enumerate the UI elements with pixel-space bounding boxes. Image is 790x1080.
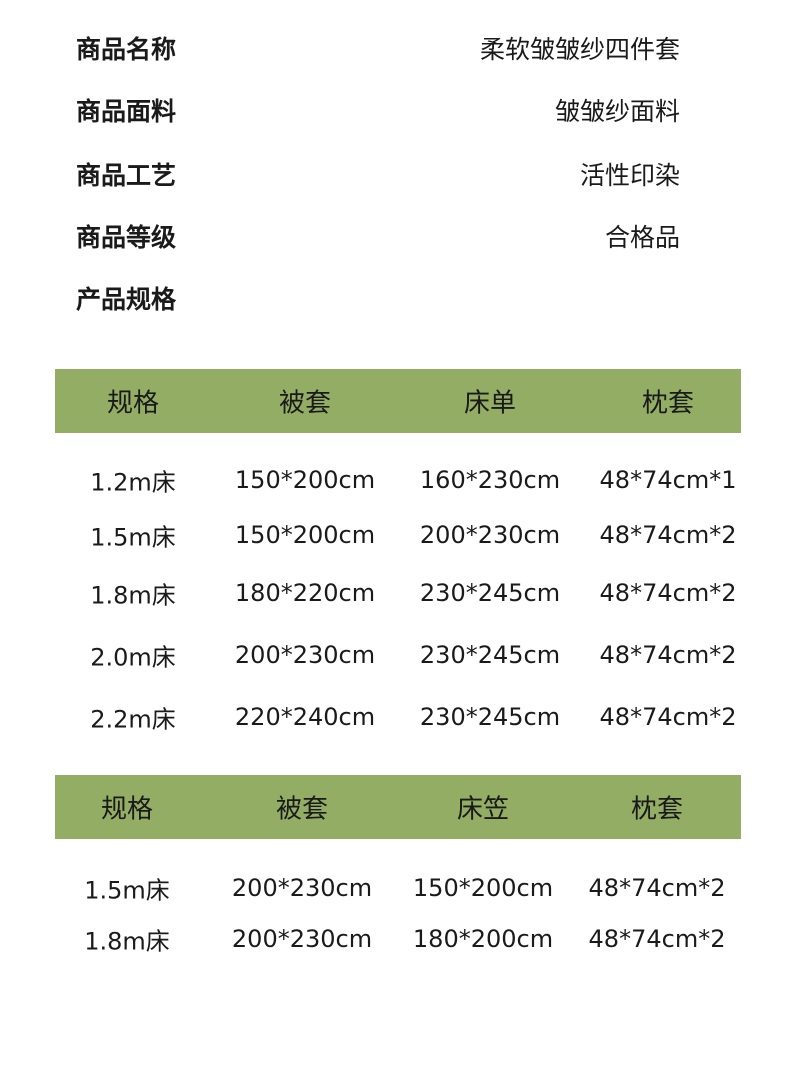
table1-cell: 1.2m床 [90, 468, 176, 497]
table1-cell: 230*245cm [419, 703, 561, 731]
table2-cell: 1.5m床 [84, 876, 170, 905]
table1-cell: 160*230cm [419, 466, 561, 494]
info-value: 柔软皱皱纱四件套 [479, 35, 680, 64]
table2-header-cell: 枕套 [630, 794, 684, 825]
table2-cell: 1.8m床 [84, 927, 170, 956]
table1-cell: 150*200cm [234, 466, 376, 494]
table1-cell: 1.8m床 [90, 581, 176, 610]
table1-header-cell: 规格 [106, 388, 160, 419]
table1-cell: 220*240cm [234, 703, 376, 731]
table2-header-cell: 规格 [100, 794, 154, 825]
table1-cell: 1.5m床 [90, 523, 176, 552]
table1-cell: 48*74cm*1 [599, 466, 737, 494]
table1-cell: 200*230cm [234, 641, 376, 669]
table1-cell: 180*220cm [234, 579, 376, 607]
table1-cell: 200*230cm [419, 521, 561, 549]
table2-cell: 180*200cm [412, 925, 554, 953]
info-label: 商品名称 [76, 35, 177, 64]
table1-cell: 48*74cm*2 [599, 641, 737, 669]
info-value: 皱皱纱面料 [554, 97, 680, 126]
info-label: 商品面料 [76, 97, 177, 126]
table1-cell: 230*245cm [419, 579, 561, 607]
table2-header-cell: 被套 [275, 794, 329, 825]
info-value: 活性印染 [579, 161, 680, 190]
table2-header-cell: 床笠 [456, 794, 510, 825]
table1-cell: 230*245cm [419, 641, 561, 669]
table1-cell: 2.0m床 [90, 643, 176, 672]
table1-cell: 48*74cm*2 [599, 521, 737, 549]
table1-header-cell: 枕套 [641, 388, 695, 419]
table2-cell: 48*74cm*2 [588, 925, 726, 953]
table2-cell: 150*200cm [412, 874, 554, 902]
table1-header [55, 369, 741, 433]
info-label: 产品规格 [76, 285, 177, 314]
info-value: 合格品 [604, 223, 680, 252]
info-label: 商品等级 [76, 223, 177, 252]
table1-header-cell: 被套 [278, 388, 332, 419]
info-label: 商品工艺 [76, 161, 177, 190]
table1-cell: 48*74cm*2 [599, 579, 737, 607]
table1-cell: 2.2m床 [90, 705, 176, 734]
table1-cell: 150*200cm [234, 521, 376, 549]
table2-cell: 200*230cm [231, 925, 373, 953]
table1-cell: 48*74cm*2 [599, 703, 737, 731]
table2-cell: 200*230cm [231, 874, 373, 902]
table2-header [55, 775, 741, 839]
table2-cell: 48*74cm*2 [588, 874, 726, 902]
table1-header-cell: 床单 [463, 388, 517, 419]
